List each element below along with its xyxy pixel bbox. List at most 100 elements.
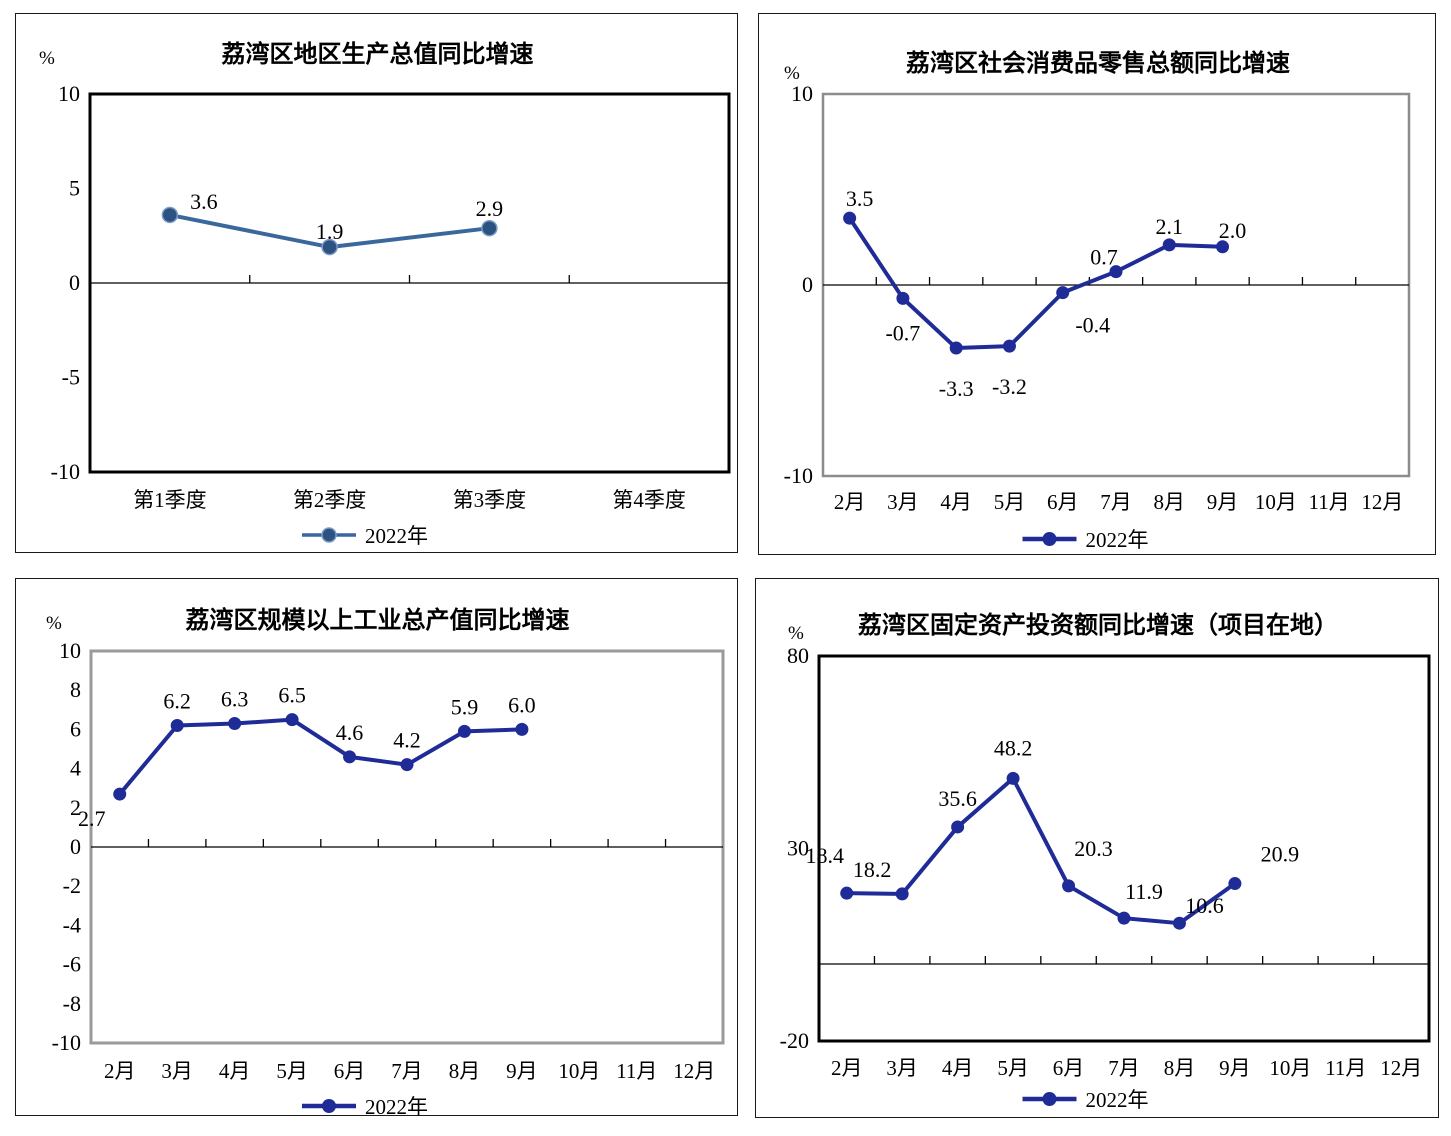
legend-label: 2022年 [1086,1088,1149,1112]
chart-svg-industrial-output-growth: 荔湾区规模以上工业总产值同比增速% 10 8 6 4 2 0 -2 -4 -6 -8 -10 2月 3月 4… [46,606,725,1117]
plot-area-border [817,654,1431,1043]
y-tick-label: -8 [63,991,81,1016]
series-line [847,217,1223,351]
data-label: 18.4 [805,843,844,868]
x-tick-label: 9月 [506,1059,538,1083]
x-tick-label: 10月 [1269,1056,1311,1080]
data-point-marker [1109,265,1123,279]
x-axis: 2月 3月 4月 5月 6月 7月 8月 9月 10月 11月 12月 [823,277,1409,514]
series-line [846,776,1237,926]
data-point-marker [951,820,965,834]
y-tick-label: 5 [69,176,80,201]
data-label: 10.6 [1185,893,1224,918]
data-label: 6.2 [163,688,191,713]
data-point-marker [170,718,184,732]
y-axis: 10 8 6 4 2 0 -2 -4 -6 -8 -10 [52,638,81,1055]
chart-title: 荔湾区地区生产总值同比增速 [222,40,534,68]
data-point-marker [343,750,357,764]
y-tick-label: -4 [63,912,81,937]
data-point-marker [1002,339,1016,353]
data-series [113,713,529,801]
x-tick-label: 3月 [886,1056,918,1080]
x-tick-label: 7月 [1100,490,1132,514]
data-series [161,206,498,256]
data-label: 4.2 [393,728,421,753]
y-tick-label: 10 [59,638,81,663]
data-point-marker [1172,916,1186,930]
data-series [840,771,1242,930]
data-point-marker [1228,877,1242,891]
y-tick-label: -10 [51,459,80,484]
y-tick-label: 2 [70,795,81,820]
data-point-marker [1062,879,1076,893]
legend: 2022年 [302,1095,428,1117]
data-label: 6.5 [278,683,306,708]
x-tick-label: 8月 [1164,1056,1196,1080]
data-labels: 3.5 -0.7 -3.3 -3.2 -0.4 0.7 2.1 2.0 [846,186,1246,401]
data-point-marker [481,219,498,237]
y-axis: 80 30 -20 [780,643,809,1053]
chart-svg-retail-sales-growth: 荔湾区社会消费品零售总额同比增速%10 0 -10 2月 3月 4月 5月 6月 7月 8月 9月 1… [784,49,1411,552]
legend-label: 2022年 [1086,528,1149,552]
x-tick-label: 2月 [834,490,866,514]
data-label: 2.0 [1219,218,1247,243]
legend: 2022年 [302,524,428,548]
unit-label: % [39,48,55,69]
data-label: 3.6 [190,189,218,214]
data-series [843,211,1230,355]
chart-panel-fixed-asset-investment-growth: 荔湾区固定资产投资额同比增速（项目在地）% 80 30 -20 2月 3月 4月 5月 6月 7月… [755,578,1439,1118]
legend-label: 2022年 [365,1095,428,1117]
data-label: 6.3 [221,687,249,712]
x-tick-label: 2月 [104,1059,136,1083]
x-tick-label: 5月 [994,490,1026,514]
legend: 2022年 [1022,1088,1149,1112]
x-tick-label: 12月 [1380,1056,1422,1080]
chart-panel-gdp-growth: 荔湾区地区生产总值同比增速% 10 5 0 -5 -10 第1季度 第2季度 第3季度 第4季度 3… [15,13,738,553]
data-point-marker [161,206,179,224]
data-label: 18.2 [853,857,892,882]
data-point-marker [1006,771,1020,785]
chart-svg-fixed-asset-investment-growth: 荔湾区固定资产投资额同比增速（项目在地）%80 30 -20 2月 3月 4月 5月 6月 7月… [780,611,1431,1112]
y-tick-label: -10 [784,463,813,488]
y-tick-label: 10 [58,81,80,106]
y-tick-label: 6 [70,716,81,741]
x-tick-label: 第1季度 [133,488,207,512]
y-tick-label: 4 [70,756,81,781]
series-line [118,717,522,796]
data-label: 20.9 [1261,842,1300,867]
x-tick-label: 4月 [942,1056,974,1080]
unit-label: % [46,613,62,634]
x-tick-label: 6月 [1053,1056,1085,1080]
data-label: -0.4 [1075,313,1110,338]
x-tick-label: 9月 [1207,490,1239,514]
x-tick-label: 10月 [1255,490,1297,514]
legend: 2022年 [1022,528,1149,552]
y-tick-label: -20 [780,1028,809,1053]
x-tick-label: 第2季度 [293,488,367,512]
data-label: 2.7 [78,806,106,831]
data-point-marker [1117,911,1131,925]
y-axis: 10 0 -10 [784,81,813,488]
data-label: -0.7 [885,320,920,345]
data-labels: 2.7 6.2 6.3 6.5 4.6 4.2 5.9 6.0 [78,683,536,831]
data-label: 0.7 [1090,245,1118,270]
y-axis: 10 5 0 -5 -10 [51,81,80,484]
data-point-marker [1162,238,1176,252]
y-tick-label: 8 [70,677,81,702]
legend-marker [1042,1092,1057,1106]
x-tick-label: 4月 [940,490,972,514]
x-axis: 2月 3月 4月 5月 6月 7月 8月 9月 10月 11月 12月 [819,956,1429,1080]
data-label: 6.0 [508,692,536,717]
unit-label: % [788,623,804,644]
data-labels: 18.4 18.2 35.6 48.2 20.3 11.9 10.6 20.9 [805,735,1299,918]
chart-panel-retail-sales-growth: 荔湾区社会消费品零售总额同比增速% 10 0 -10 2月 3月 4月 5月 6月 7月 8月 9月 1… [758,13,1436,555]
data-point-marker [321,238,338,256]
x-tick-label: 11月 [1308,490,1349,514]
chart-title: 荔湾区规模以上工业总产值同比增速 [186,606,570,634]
x-tick-label: 2月 [831,1056,863,1080]
data-point-marker [1216,240,1230,254]
y-tick-label: 0 [70,834,81,859]
data-label: 3.5 [846,186,874,211]
data-point-marker [113,787,127,801]
legend-marker [322,1099,336,1113]
